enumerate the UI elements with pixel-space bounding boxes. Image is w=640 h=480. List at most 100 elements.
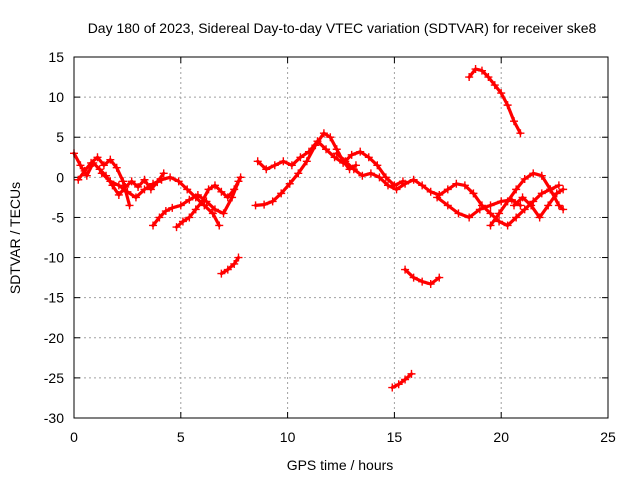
y-tick-label: 5 xyxy=(56,129,64,145)
data-point xyxy=(313,137,322,146)
series-arc-13 xyxy=(465,65,525,138)
data-point xyxy=(537,171,546,180)
data-point xyxy=(465,213,474,222)
data-point xyxy=(460,181,469,190)
data-point xyxy=(270,161,279,170)
data-point xyxy=(185,213,194,222)
data-point xyxy=(172,223,181,232)
data-point xyxy=(552,189,561,198)
x-tick-label: 15 xyxy=(387,429,403,445)
series-trace xyxy=(390,372,414,390)
data-point xyxy=(544,201,553,210)
data-point xyxy=(80,166,89,175)
data-point xyxy=(516,129,525,138)
data-point xyxy=(486,201,495,210)
x-tick-label: 25 xyxy=(600,429,616,445)
plot-frame xyxy=(73,56,609,419)
y-tick-label: -30 xyxy=(44,410,64,426)
data-point xyxy=(497,89,506,98)
data-point xyxy=(285,179,294,188)
data-point xyxy=(208,209,217,218)
data-point xyxy=(99,161,108,170)
data-point xyxy=(554,201,563,210)
series-arc-2 xyxy=(74,153,134,210)
series-arc-8 xyxy=(253,137,407,190)
data-point xyxy=(74,175,83,184)
data-point xyxy=(477,66,486,75)
series-arc-4 xyxy=(149,177,243,230)
data-point xyxy=(484,73,493,82)
data-point xyxy=(358,171,367,180)
data-point xyxy=(407,369,416,378)
data-point xyxy=(401,179,410,188)
y-tick-label: -5 xyxy=(52,209,65,225)
data-point xyxy=(364,153,373,162)
data-point xyxy=(302,157,311,166)
data-point xyxy=(140,185,149,194)
data-point xyxy=(230,259,239,268)
data-point xyxy=(223,265,232,274)
data-point xyxy=(401,265,410,274)
y-axis-label: SDTVAR / TECUs xyxy=(7,182,23,294)
series-trace xyxy=(219,256,241,276)
y-tick-label: -15 xyxy=(44,290,64,306)
data-point xyxy=(465,73,474,82)
data-point xyxy=(388,383,397,392)
data-point xyxy=(294,169,303,178)
data-point xyxy=(234,253,243,262)
data-point xyxy=(518,193,527,202)
data-point xyxy=(349,165,358,174)
data-point xyxy=(168,203,177,212)
data-point xyxy=(174,177,183,186)
data-point xyxy=(155,213,164,222)
data-point xyxy=(198,197,207,206)
data-point xyxy=(210,205,219,214)
grid xyxy=(74,57,608,418)
data-point xyxy=(191,205,200,214)
series-trace xyxy=(467,67,522,135)
data-point xyxy=(200,201,209,210)
data-point xyxy=(217,187,226,196)
data-point xyxy=(131,193,140,202)
data-point xyxy=(330,153,339,162)
data-point xyxy=(520,174,529,183)
x-tick-label: 0 xyxy=(70,429,78,445)
data-point xyxy=(87,158,96,167)
data-point xyxy=(435,273,444,282)
data-point xyxy=(471,65,480,74)
data-point xyxy=(418,277,427,286)
data-point xyxy=(260,200,269,209)
data-point xyxy=(475,205,484,214)
data-point xyxy=(486,221,495,230)
data-point xyxy=(537,189,546,198)
data-point xyxy=(251,201,260,210)
data-point xyxy=(304,147,313,156)
data-point xyxy=(95,165,104,174)
data-point xyxy=(76,161,85,170)
data-point xyxy=(495,217,504,226)
data-point xyxy=(322,145,331,154)
data-point xyxy=(114,190,123,199)
data-point xyxy=(452,179,461,188)
data-point xyxy=(125,201,134,210)
data-point xyxy=(93,153,102,162)
data-point xyxy=(112,163,121,172)
data-point xyxy=(527,201,536,210)
data-point xyxy=(418,181,427,190)
data-point xyxy=(149,179,158,188)
data-point xyxy=(347,150,356,159)
data-point xyxy=(486,209,495,218)
data-point xyxy=(469,189,478,198)
data-point xyxy=(454,209,463,218)
data-point xyxy=(97,169,106,178)
data-point xyxy=(341,157,350,166)
data-point xyxy=(546,185,555,194)
data-point xyxy=(495,209,504,218)
data-point xyxy=(366,169,375,178)
data-point xyxy=(559,205,568,214)
data-point xyxy=(119,177,128,186)
data-point xyxy=(559,185,568,194)
data-point xyxy=(149,221,158,230)
data-point xyxy=(215,221,224,230)
